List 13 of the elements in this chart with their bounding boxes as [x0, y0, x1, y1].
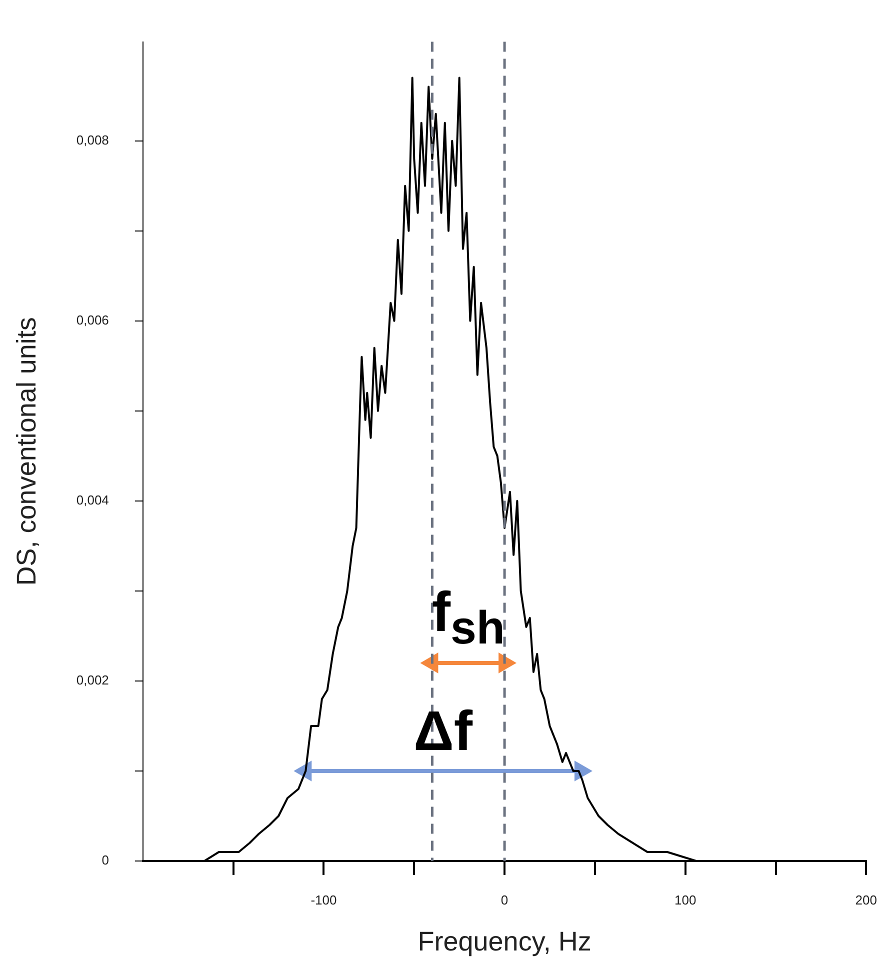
x-tick-label: 100 — [674, 892, 696, 908]
y-tick-label: 0,008 — [76, 132, 109, 148]
annotation: Δf — [414, 698, 473, 762]
y-tick-label: 0 — [102, 852, 109, 868]
x-tick-label: 0 — [500, 892, 508, 908]
x-axis-title: Frequency, Hz — [418, 926, 592, 956]
y-tick-label: 0,006 — [76, 312, 109, 328]
y-tick-label: 0,004 — [76, 492, 109, 508]
y-tick-label: 0,002 — [76, 672, 109, 688]
annotation: f$_{sh}$ — [432, 580, 505, 654]
x-tick-label: 200 — [855, 892, 878, 908]
y-axis-title: DS, conventional units — [12, 317, 42, 586]
x-tick-label: -100 — [310, 892, 337, 908]
